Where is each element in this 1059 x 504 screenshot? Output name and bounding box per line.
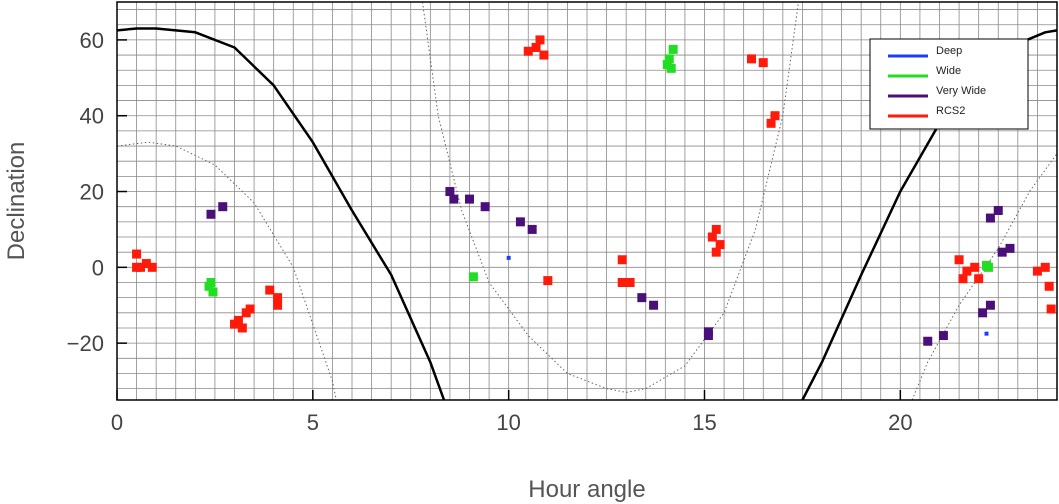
point-rcs2 [233,315,243,325]
y-tick-label: −20 [67,331,104,356]
point-deep [984,331,989,336]
x-axis-label: Hour angle [528,476,645,503]
x-tick-label: 20 [888,410,912,435]
dotted-curve-4 [911,153,1058,401]
point-rcs2 [747,54,756,64]
point-rcs2 [766,118,776,128]
point-very-wide [218,202,228,212]
point-rcs2 [770,111,780,121]
point-very-wide [997,247,1007,257]
y-tick-label: 60 [80,28,104,53]
point-very-wide [480,202,490,212]
plot-frame [116,1,1058,401]
point-rcs2 [970,262,980,272]
point-rcs2 [273,293,283,303]
point-rcs2 [543,276,553,286]
point-rcs2 [531,42,541,52]
legend-label-deep: Deep [936,45,962,57]
point-wide [468,272,478,282]
point-wide [208,287,218,297]
point-very-wide [993,205,1003,215]
point-very-wide [938,331,948,341]
point-very-wide [985,300,995,310]
point-rcs2 [625,277,635,287]
point-very-wide [978,308,988,318]
x-tick-label: 10 [496,410,520,435]
point-wide [666,63,676,73]
point-rcs2 [962,266,972,276]
point-rcs2 [265,285,275,295]
x-tick-label: 0 [111,410,123,435]
point-rcs2 [273,300,283,310]
point-rcs2 [136,262,145,272]
point-very-wide [1005,243,1015,253]
point-very-wide [465,194,474,204]
point-rcs2 [245,304,255,314]
point-very-wide [445,187,455,197]
legend-label-very-wide: Very Wide [936,85,986,97]
point-rcs2 [758,58,768,68]
dotted-curve-2 [116,141,337,401]
point-deep [506,255,511,260]
point-very-wide [923,336,933,346]
point-rcs2 [617,255,627,265]
y-tick-label: 40 [80,104,104,129]
point-very-wide [206,209,216,219]
y-tick-label: 0 [92,255,104,280]
point-rcs2 [715,240,725,250]
point-rcs2 [954,255,964,265]
legend-label-wide: Wide [936,65,961,77]
point-rcs2 [711,247,721,257]
point-very-wide [527,224,537,234]
point-rcs2 [711,224,721,234]
point-very-wide [449,194,459,204]
legend: Deep Wide Very Wide RCS2 [869,38,1029,130]
point-very-wide [637,293,647,303]
point-rcs2 [147,262,157,272]
point-rcs2 [1040,262,1050,272]
point-rcs2 [535,35,545,45]
x-tick-label: 15 [692,410,716,435]
y-axis-label: Declination [3,142,30,261]
solid-curve-0 [116,27,446,401]
point-very-wide [985,213,995,223]
dotted-curve-3 [422,1,799,393]
point-rcs2 [617,277,627,287]
legend-label-rcs2: RCS2 [936,105,965,117]
point-very-wide [649,300,659,310]
point-rcs2 [141,259,151,269]
point-wide [983,262,993,272]
point-wide [206,277,216,287]
point-rcs2 [237,323,247,333]
point-rcs2 [1044,281,1054,291]
y-tick-label: 20 [80,180,104,205]
point-rcs2 [539,50,549,60]
point-wide [664,54,674,64]
point-rcs2 [132,249,142,259]
data-marks [132,35,1056,346]
grid-lines [116,2,1058,400]
point-rcs2 [974,274,984,284]
point-very-wide [703,331,713,341]
x-tick-label: 5 [307,410,319,435]
point-rcs2 [1046,304,1056,314]
axis-ticks: 0 5 10 15 20 −20 0 20 40 60 [67,28,913,435]
point-wide [668,44,678,54]
legend-box [869,38,1029,130]
point-rcs2 [958,274,968,284]
point-rcs2 [523,46,533,56]
point-rcs2 [707,232,717,242]
point-very-wide [515,217,525,227]
point-rcs2 [1032,266,1042,276]
